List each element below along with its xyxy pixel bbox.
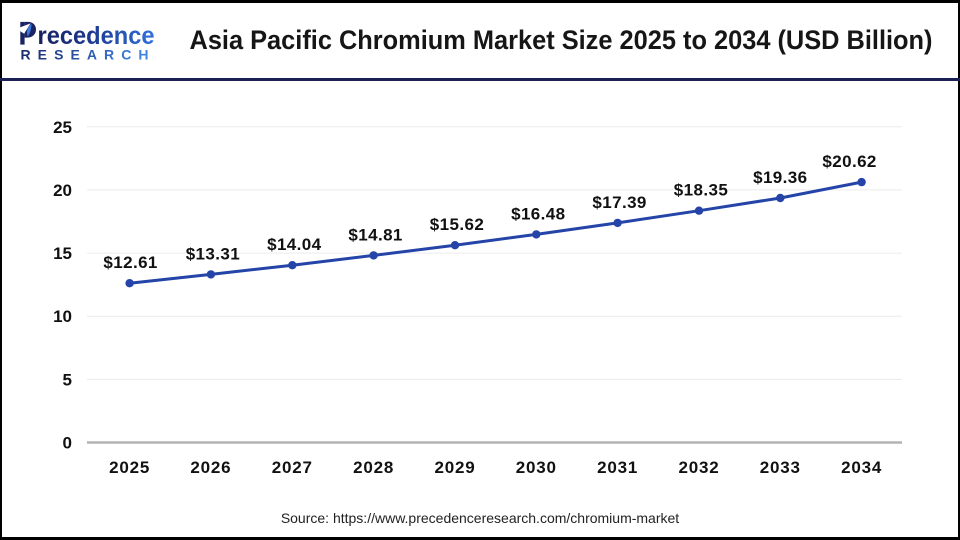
- svg-text:10: 10: [53, 307, 72, 326]
- svg-text:15: 15: [53, 244, 72, 263]
- svg-text:2033: 2033: [760, 458, 801, 477]
- svg-text:$19.36: $19.36: [753, 168, 807, 187]
- svg-text:$20.62: $20.62: [822, 152, 876, 171]
- svg-text:2029: 2029: [434, 458, 475, 477]
- svg-text:$18.35: $18.35: [674, 181, 728, 200]
- svg-text:$14.04: $14.04: [267, 235, 322, 254]
- svg-text:recedence: recedence: [38, 22, 155, 50]
- svg-text:25: 25: [53, 118, 72, 137]
- svg-text:2032: 2032: [678, 458, 719, 477]
- svg-text:$13.31: $13.31: [186, 244, 240, 263]
- svg-text:20: 20: [53, 181, 72, 200]
- svg-text:$12.61: $12.61: [103, 253, 157, 272]
- svg-text:$16.48: $16.48: [511, 204, 565, 223]
- svg-text:$14.81: $14.81: [348, 225, 402, 244]
- svg-text:2028: 2028: [353, 458, 394, 477]
- svg-text:2025: 2025: [109, 458, 150, 477]
- svg-text:2030: 2030: [516, 458, 557, 477]
- svg-text:Asia Pacific Chromium Market S: Asia Pacific Chromium Market Size 2025 t…: [190, 25, 933, 55]
- svg-text:$15.62: $15.62: [430, 215, 484, 234]
- svg-text:0: 0: [63, 434, 72, 453]
- svg-text:2026: 2026: [190, 458, 231, 477]
- svg-text:2034: 2034: [841, 458, 882, 477]
- svg-text:2027: 2027: [272, 458, 313, 477]
- svg-text:$17.39: $17.39: [592, 193, 646, 212]
- svg-text:2031: 2031: [597, 458, 638, 477]
- svg-text:5: 5: [63, 370, 72, 389]
